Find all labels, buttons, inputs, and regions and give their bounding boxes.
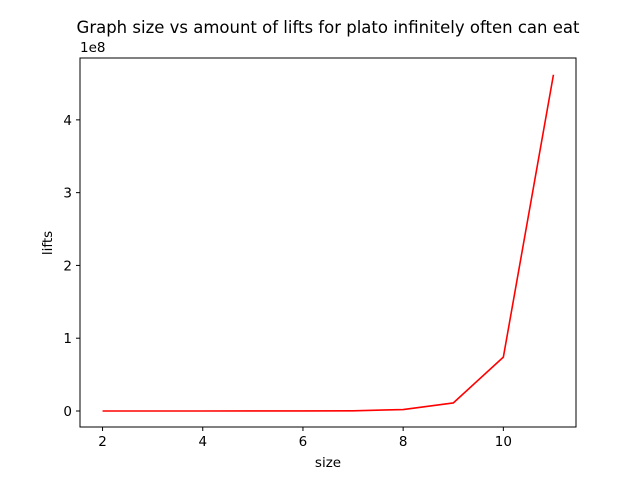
series-line [102, 74, 555, 412]
chart-title: Graph size vs amount of lifts for plato … [77, 18, 580, 37]
y-tick-label: 2 [63, 258, 72, 274]
x-tick-label: 4 [198, 434, 207, 450]
x-tick-label: 6 [299, 434, 308, 450]
x-tick-label: 2 [98, 434, 107, 450]
y-tick-label: 1 [63, 331, 72, 347]
y-tick-label: 3 [63, 186, 72, 202]
y-axis-label: lifts [40, 231, 56, 255]
y-axis-offset-text: 1e8 [80, 40, 105, 56]
y-tick-label: 0 [63, 404, 72, 420]
x-tick-label: 8 [399, 434, 408, 450]
x-tick-label: 10 [495, 434, 512, 450]
plot-frame [79, 57, 577, 428]
x-axis-label: size [315, 455, 341, 471]
y-tick-label: 4 [63, 113, 72, 129]
